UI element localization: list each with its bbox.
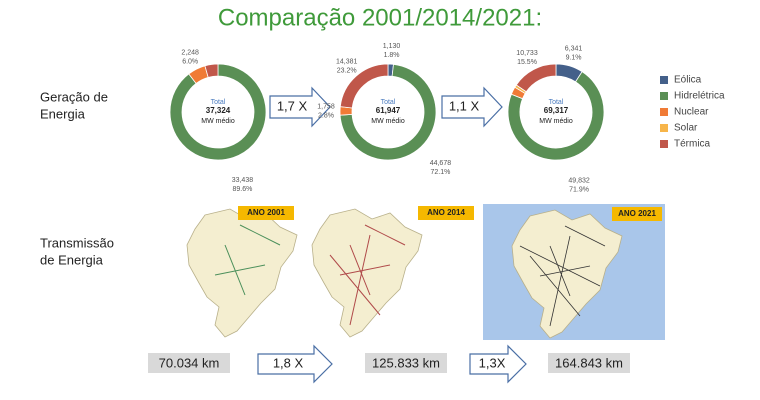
legend-swatch	[660, 108, 668, 116]
percent-label: 89.6%	[232, 186, 252, 193]
percent-label: 9.1%	[566, 54, 582, 61]
km-box	[365, 353, 447, 373]
slice	[339, 63, 389, 109]
center-value: 69,317	[544, 106, 569, 115]
slice	[169, 63, 267, 161]
map-label-bg	[418, 206, 474, 220]
km: 164.843 km	[555, 355, 623, 370]
percent-label: 15.5%	[517, 59, 537, 66]
map	[311, 208, 423, 338]
legend-swatch	[660, 76, 668, 84]
legend-swatch	[660, 124, 668, 132]
legend-swatch	[660, 140, 668, 148]
km: 70.034 km	[159, 355, 220, 370]
arrow: 1,1 X	[441, 86, 503, 128]
value-label: 14,381	[336, 59, 358, 66]
row-label: Transmissão	[40, 235, 114, 250]
arrow: 1,7 X	[269, 86, 331, 128]
center-unit: MW médio	[539, 118, 573, 125]
value-label: 1,130	[383, 43, 401, 50]
legend-label: Hidrelétrica	[674, 91, 725, 102]
legend-label: Nuclear	[674, 107, 709, 118]
row-label: de Energia	[40, 252, 104, 267]
value-label: 49,832	[568, 177, 590, 184]
row-label: Energia	[40, 106, 86, 121]
percent-label: 1.8%	[384, 52, 400, 59]
map-label-bg	[238, 206, 294, 220]
center-label: Total	[549, 99, 564, 106]
value-label: 2,248	[181, 49, 199, 56]
value-label: 10,733	[516, 50, 538, 57]
title: Comparação 2001/2014/2021:	[218, 4, 542, 31]
multiplier: 1,7 X	[277, 98, 308, 113]
percent-label: 6.0%	[182, 58, 198, 65]
arrow: 1,3X	[469, 344, 527, 384]
center-label: Total	[211, 99, 226, 106]
slice	[204, 63, 219, 78]
percent-label: 72.1%	[430, 169, 450, 176]
value-label: 1,758	[317, 103, 335, 110]
multiplier: 1,8 X	[273, 355, 304, 370]
value-label: 33,438	[232, 177, 254, 184]
legend-label: Térmica	[674, 139, 711, 150]
km-box	[148, 353, 230, 373]
map-label-bg	[612, 207, 662, 221]
map-label: ANO 2001	[247, 208, 285, 217]
multiplier: 1,3X	[479, 355, 506, 370]
slice	[339, 63, 437, 161]
percent-label: 71.9%	[569, 186, 589, 193]
center-value: 61,947	[376, 106, 401, 115]
center-unit: MW médio	[201, 118, 235, 125]
map	[511, 209, 623, 339]
legend-label: Solar	[674, 123, 698, 134]
map-label: ANO 2021	[618, 209, 656, 218]
slice	[515, 63, 557, 93]
arrow: 1,8 X	[257, 344, 333, 384]
row-label: Geração de	[40, 89, 108, 104]
center-value: 37,324	[206, 106, 231, 115]
slice	[507, 71, 605, 161]
value-label: 44,678	[430, 160, 452, 167]
multiplier: 1,1 X	[449, 98, 480, 113]
km: 125.833 km	[372, 355, 440, 370]
center-label: Total	[381, 99, 396, 106]
percent-label: 23.2%	[337, 68, 357, 75]
legend-label: Eólica	[674, 75, 702, 86]
km-box	[548, 353, 630, 373]
legend-swatch	[660, 92, 668, 100]
map	[186, 208, 298, 338]
percent-label: 2.8%	[318, 112, 334, 119]
value-label: 6,341	[565, 45, 583, 52]
map-label: ANO 2014	[427, 208, 465, 217]
center-unit: MW médio	[371, 118, 405, 125]
